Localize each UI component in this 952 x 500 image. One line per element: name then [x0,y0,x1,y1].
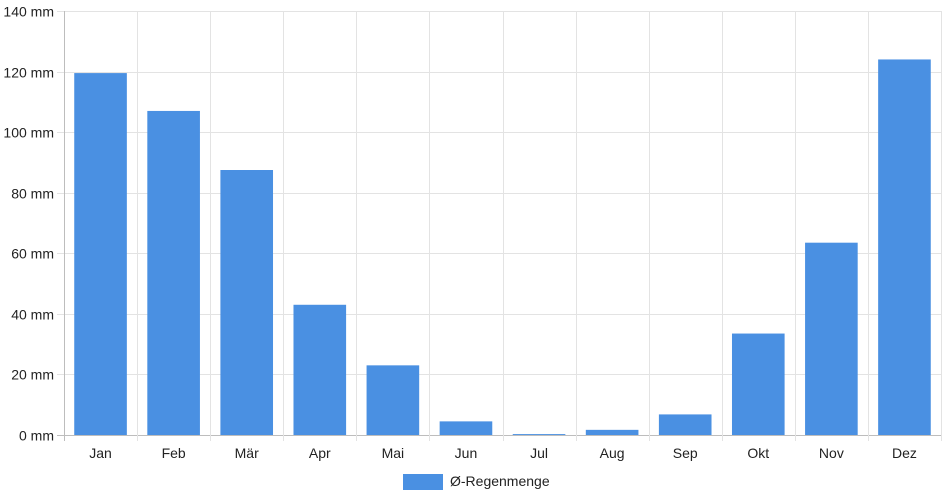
y-axis-tick-labels: 0 mm 20 mm 40 mm 60 mm 80 mm 100 mm 120 mm 140 … [3,4,54,444]
legend[interactable]: Ø-Regenmenge [403,473,550,490]
bar-Jan[interactable] [74,73,127,435]
x-tick-label: Apr [309,445,331,461]
bar-Aug[interactable] [585,429,639,435]
y-tick-label: 20 mm [11,367,54,383]
y-tick-label: 60 mm [11,246,54,262]
bar-Sep[interactable] [658,414,712,435]
bar-Jul[interactable] [512,434,566,435]
x-tick-label: Dez [892,445,917,461]
x-tick-label: Sep [673,445,698,461]
y-tick-label: 140 mm [3,4,54,20]
x-axis-tick-labels: Jan Feb Mär Apr Mai Jun Jul Aug Sep Okt Nov Dez [89,445,917,461]
y-tick-label: 80 mm [11,186,54,202]
bar-Feb[interactable] [147,110,200,435]
bar-Apr[interactable] [293,304,347,435]
legend-swatch [403,474,443,490]
grid-lines [57,11,942,441]
x-tick-label: Feb [162,445,186,461]
bar-Dez[interactable] [878,59,931,435]
bar-Mai[interactable] [366,365,420,435]
x-tick-label: Jan [89,445,112,461]
bar-series [74,59,931,435]
x-tick-label: Jul [530,445,548,461]
x-tick-label: Aug [600,445,625,461]
x-tick-label: Okt [747,445,769,461]
y-tick-label: 100 mm [3,125,54,141]
x-tick-label: Mai [382,445,405,461]
y-tick-label: 120 mm [3,65,54,81]
bar-Mär[interactable] [220,170,274,435]
bar-Okt[interactable] [731,333,785,435]
bar-Nov[interactable] [805,242,858,435]
x-tick-label: Jun [455,445,478,461]
x-tick-label: Nov [819,445,844,461]
x-tick-label: Mär [235,445,259,461]
bar-Jun[interactable] [439,421,493,435]
legend-label: Ø-Regenmenge [450,473,550,489]
y-tick-label: 0 mm [19,428,54,444]
y-tick-label: 40 mm [11,307,54,323]
